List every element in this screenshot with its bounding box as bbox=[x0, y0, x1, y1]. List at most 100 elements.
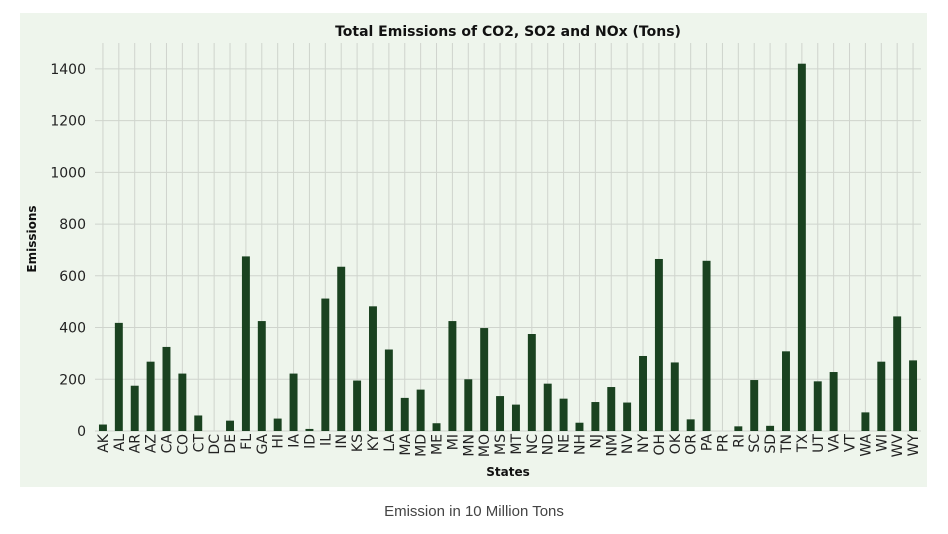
bar-az bbox=[146, 361, 155, 431]
bar-id bbox=[305, 428, 314, 431]
x-tick-label: MO bbox=[477, 434, 493, 457]
bar-tx bbox=[797, 63, 806, 432]
bar-mo bbox=[480, 328, 489, 431]
bar-or bbox=[686, 419, 695, 431]
bar-hi bbox=[273, 418, 282, 431]
x-tick-label: TN bbox=[779, 434, 795, 454]
chart-figure: 0 200 400 600 800 1000 1200 1400 AK AL AR AZ CA CO CT… bbox=[20, 13, 927, 487]
bar-co bbox=[178, 373, 187, 431]
x-tick-label: WA bbox=[858, 434, 874, 457]
x-tick-label: MI bbox=[445, 434, 461, 450]
bar-nj bbox=[591, 402, 600, 431]
bar-ks bbox=[353, 380, 362, 431]
x-tick-label: KS bbox=[350, 434, 366, 452]
x-tick-label: NV bbox=[620, 434, 636, 454]
bar-ar bbox=[130, 385, 139, 431]
x-tick-label: ND bbox=[541, 434, 557, 455]
x-axis-title: States bbox=[486, 465, 530, 479]
bar-nv bbox=[623, 402, 632, 431]
bar-mi bbox=[448, 321, 457, 431]
bar-ct bbox=[194, 415, 203, 431]
x-tick-label: IL bbox=[318, 434, 334, 446]
bar-ak bbox=[98, 424, 107, 431]
x-tick-labels: AK AL AR AZ CA CO CT DC DE FL GA HI IA ID IL IN KS KY LA MA… bbox=[96, 433, 922, 457]
x-tick-label: HI bbox=[271, 434, 287, 449]
x-tick-label: WV bbox=[890, 434, 906, 458]
x-tick-label: FL bbox=[239, 434, 255, 450]
bar-sc bbox=[750, 380, 759, 431]
x-tick-label: OH bbox=[652, 434, 668, 456]
y-tick-label: 400 bbox=[59, 321, 86, 337]
x-tick-label: VT bbox=[843, 434, 859, 453]
plot-area bbox=[95, 43, 921, 431]
x-tick-label: OK bbox=[668, 433, 684, 454]
bar-il bbox=[321, 298, 330, 431]
x-tick-label: GA bbox=[255, 434, 271, 455]
bar-fl bbox=[241, 256, 250, 431]
x-tick-label: SD bbox=[763, 434, 779, 454]
x-tick-label: MS bbox=[493, 434, 509, 455]
bar-ca bbox=[162, 346, 171, 431]
y-tick-label: 1000 bbox=[50, 165, 86, 181]
bar-ne bbox=[559, 398, 568, 431]
bar-in bbox=[337, 266, 346, 431]
x-tick-label: WY bbox=[906, 434, 922, 457]
x-tick-label: PR bbox=[715, 434, 731, 452]
x-tick-label: UT bbox=[811, 434, 827, 453]
x-tick-label: VA bbox=[827, 434, 843, 453]
bar-nc bbox=[527, 334, 536, 431]
x-tick-label: ME bbox=[430, 434, 446, 455]
bar-la bbox=[384, 349, 393, 431]
x-tick-label: WI bbox=[874, 434, 890, 452]
bar-ut bbox=[813, 381, 822, 431]
y-axis-title: Emissions bbox=[25, 205, 39, 272]
x-tick-label: CA bbox=[159, 434, 175, 454]
x-tick-label: TX bbox=[795, 434, 811, 454]
x-tick-label: AL bbox=[112, 434, 128, 452]
x-tick-label: MA bbox=[398, 434, 414, 456]
bar-nd bbox=[543, 383, 552, 431]
bar-oh bbox=[654, 258, 663, 431]
bar-sd bbox=[766, 425, 775, 431]
x-tick-label: SC bbox=[747, 434, 763, 453]
x-tick-label: AZ bbox=[144, 434, 160, 453]
x-tick-label: NY bbox=[636, 434, 652, 453]
bar-mt bbox=[511, 404, 520, 431]
bar-de bbox=[226, 420, 234, 431]
x-tick-label: RI bbox=[731, 434, 747, 448]
x-tick-label: NC bbox=[525, 434, 541, 454]
bar-ga bbox=[257, 321, 266, 431]
x-tick-label: AK bbox=[96, 433, 112, 453]
bar-al bbox=[114, 322, 123, 431]
x-tick-label: CT bbox=[191, 434, 207, 453]
figure-caption: Emission in 10 Million Tons bbox=[384, 503, 564, 520]
x-tick-label: NH bbox=[572, 434, 588, 455]
bar-ok bbox=[670, 362, 679, 431]
x-tick-label: AR bbox=[128, 434, 144, 454]
bar-ia bbox=[289, 373, 298, 431]
bar-ri bbox=[734, 426, 743, 431]
y-tick-labels: 0 200 400 600 800 1000 1200 1400 bbox=[50, 62, 86, 440]
y-tick-label: 800 bbox=[59, 217, 86, 233]
bar-wv bbox=[893, 316, 902, 431]
x-tick-label: NM bbox=[604, 434, 620, 457]
x-tick-label: CO bbox=[175, 434, 191, 455]
bar-pa bbox=[702, 260, 711, 431]
bar-wa bbox=[861, 412, 870, 431]
bar-chart: 0 200 400 600 800 1000 1200 1400 AK AL AR AZ CA CO CT… bbox=[25, 24, 922, 479]
bar-nh bbox=[575, 422, 584, 431]
x-tick-label: NJ bbox=[588, 434, 604, 449]
y-tick-label: 600 bbox=[59, 269, 86, 285]
x-tick-label: PA bbox=[700, 434, 716, 452]
y-tick-label: 1400 bbox=[50, 62, 86, 78]
x-tick-label: LA bbox=[382, 434, 398, 452]
bar-wi bbox=[877, 361, 886, 431]
x-tick-label: MN bbox=[461, 434, 477, 457]
bar-mn bbox=[464, 379, 473, 431]
chart-title: Total Emissions of CO2, SO2 and NOx (Ton… bbox=[335, 24, 681, 40]
x-tick-label: MT bbox=[509, 434, 525, 455]
x-tick-label: ID bbox=[302, 434, 318, 449]
bar-wy bbox=[909, 360, 918, 431]
x-tick-label: IA bbox=[287, 434, 303, 448]
bar-ky bbox=[369, 306, 377, 431]
